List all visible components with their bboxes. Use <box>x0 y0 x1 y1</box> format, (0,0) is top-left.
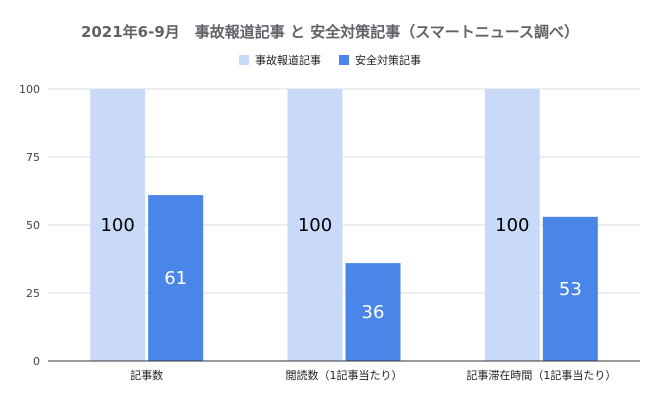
x-axis-categories: 記事数 閲読数（1記事当たり） 記事滞在時間（1記事当たり） <box>130 368 616 382</box>
gridlines <box>48 88 640 294</box>
legend: 事故報道記事 安全対策記事 <box>239 53 421 67</box>
legend-swatch <box>339 55 349 65</box>
data-label: 53 <box>559 279 582 300</box>
legend-item: 安全対策記事 <box>339 53 421 67</box>
bar-series-2-2 <box>345 263 401 361</box>
bar-series-2-3 <box>542 216 598 361</box>
data-label: 100 <box>495 215 529 236</box>
bar-series-2-1 <box>148 195 204 361</box>
y-tick-label: 50 <box>26 219 40 232</box>
bars <box>90 89 598 361</box>
bar-series-1-3 <box>484 89 540 361</box>
data-label: 100 <box>298 215 332 236</box>
y-tick-label: 25 <box>26 287 40 300</box>
bar-series-1-1 <box>90 89 146 361</box>
data-labels: 100 61 100 36 100 53 <box>100 215 581 323</box>
y-tick-label: 0 <box>33 355 40 368</box>
legend-item: 事故報道記事 <box>239 53 321 67</box>
y-tick-label: 75 <box>26 151 40 164</box>
x-category-label: 記事滞在時間（1記事当たり） <box>466 368 616 382</box>
x-category-label: 閲読数（1記事当たり） <box>286 368 403 382</box>
data-label: 36 <box>362 302 385 323</box>
legend-label: 安全対策記事 <box>355 53 421 67</box>
y-axis-ticks: 0 25 50 75 100 <box>19 83 40 368</box>
data-label: 61 <box>164 268 187 289</box>
y-tick-label: 100 <box>19 83 40 96</box>
x-category-label: 記事数 <box>130 368 163 382</box>
chart-title: 2021年6-9月 事故報道記事 と 安全対策記事（スマートニュース調べ） <box>81 23 579 41</box>
data-label: 100 <box>100 215 134 236</box>
legend-swatch <box>239 55 249 65</box>
legend-label: 事故報道記事 <box>255 53 321 67</box>
bar-series-1-2 <box>287 89 343 361</box>
